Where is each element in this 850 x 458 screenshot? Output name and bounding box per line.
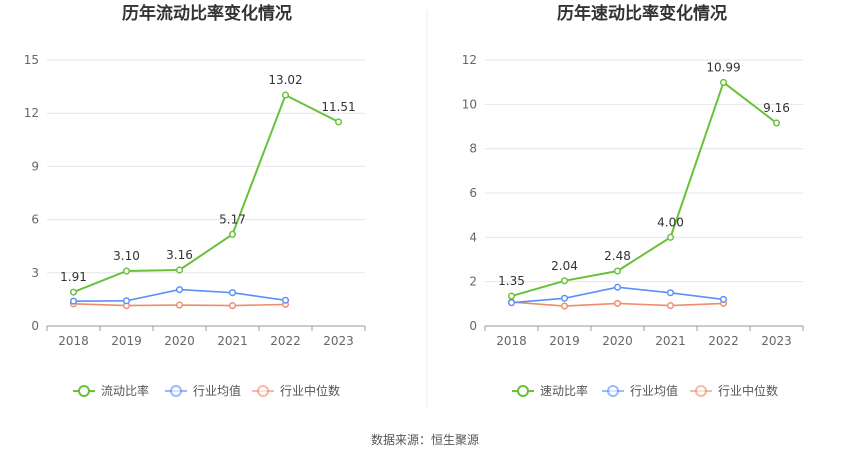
data-point <box>666 233 675 241</box>
data-label: 10.99 <box>706 60 740 74</box>
data-label: 2.04 <box>551 259 578 273</box>
y-tick-label: 3 <box>31 266 39 280</box>
data-label: 11.51 <box>321 100 355 114</box>
data-point <box>613 283 622 291</box>
legend-swatch-marker <box>78 385 90 397</box>
x-tick-label: 2018 <box>58 334 89 348</box>
chart-title: 历年速动比率变化情况 <box>557 3 727 24</box>
x-tick-label: 2020 <box>602 334 633 348</box>
data-point <box>281 296 290 304</box>
x-tick-label: 2022 <box>270 334 301 348</box>
series-line <box>73 93 339 294</box>
legend-label: 速动比率 <box>540 383 588 398</box>
data-label: 3.16 <box>166 248 193 262</box>
data-point <box>560 277 569 285</box>
data-label: 9.16 <box>763 101 790 115</box>
data-point <box>560 302 569 310</box>
legend-label: 行业均值 <box>630 383 678 398</box>
y-tick-label: 6 <box>31 213 39 227</box>
data-point <box>69 297 78 305</box>
y-tick-label: 12 <box>462 53 477 67</box>
data-label: 2.48 <box>604 249 631 263</box>
data-label: 4.00 <box>657 215 684 229</box>
data-point <box>122 267 131 275</box>
data-point <box>613 299 622 307</box>
data-point <box>666 302 675 310</box>
x-tick-label: 2019 <box>111 334 142 348</box>
chart-title: 历年流动比率变化情况 <box>122 3 292 24</box>
data-point <box>228 302 237 310</box>
data-point <box>666 289 675 297</box>
x-tick-label: 2023 <box>323 334 354 348</box>
data-point <box>175 266 184 274</box>
x-tick-label: 2023 <box>761 334 792 348</box>
x-tick-label: 2020 <box>164 334 195 348</box>
data-label: 3.10 <box>113 249 140 263</box>
y-tick-label: 0 <box>31 319 39 333</box>
y-tick-label: 9 <box>31 159 39 173</box>
data-label: 5.17 <box>219 212 246 226</box>
legend-swatch-marker <box>607 385 619 397</box>
data-point <box>719 295 728 303</box>
y-tick-label: 15 <box>24 53 39 67</box>
x-tick-label: 2019 <box>549 334 580 348</box>
y-tick-label: 8 <box>469 142 477 156</box>
y-tick-label: 6 <box>469 186 477 200</box>
legend-swatch-marker <box>695 385 707 397</box>
legend-swatch-marker <box>257 385 269 397</box>
data-point <box>334 118 343 126</box>
data-point <box>507 292 516 300</box>
x-tick-label: 2021 <box>655 334 686 348</box>
series-line <box>511 80 778 298</box>
y-tick-label: 2 <box>469 275 477 289</box>
legend-label: 流动比率 <box>101 383 149 398</box>
data-point <box>228 289 237 297</box>
data-point <box>122 297 131 305</box>
x-tick-label: 2022 <box>708 334 739 348</box>
data-point <box>719 78 728 86</box>
legend-label: 行业中位数 <box>280 383 340 398</box>
y-tick-label: 12 <box>24 106 39 120</box>
data-point <box>772 119 781 127</box>
data-point <box>228 230 237 238</box>
data-point <box>507 299 516 307</box>
data-point <box>613 267 622 275</box>
data-label: 1.35 <box>498 274 525 288</box>
y-tick-label: 4 <box>469 230 477 244</box>
x-tick-label: 2018 <box>496 334 527 348</box>
data-point <box>175 301 184 309</box>
y-tick-label: 0 <box>469 319 477 333</box>
data-point <box>69 288 78 296</box>
data-point <box>281 91 290 99</box>
current-ratio-chart: 历年流动比率变化情况 0 3 6 9 12 15 2018 2019 2020 2021 2022 20… <box>24 3 366 398</box>
legend-swatch-marker <box>170 385 182 397</box>
legend-label: 行业中位数 <box>718 383 778 398</box>
x-tick-label: 2021 <box>217 334 248 348</box>
data-point <box>175 286 184 294</box>
data-label: 1.91 <box>60 270 87 284</box>
data-source-text: 数据来源：恒生聚源 <box>371 432 479 447</box>
data-point <box>560 294 569 302</box>
quick-ratio-chart: 历年速动比率变化情况 0 2 4 6 8 10 12 2018 2019 2020 2021 2022 2… <box>462 3 804 398</box>
legend-swatch-marker <box>517 385 529 397</box>
legend-label: 行业均值 <box>193 383 241 398</box>
y-tick-label: 10 <box>462 97 477 111</box>
data-label: 13.02 <box>268 73 302 87</box>
